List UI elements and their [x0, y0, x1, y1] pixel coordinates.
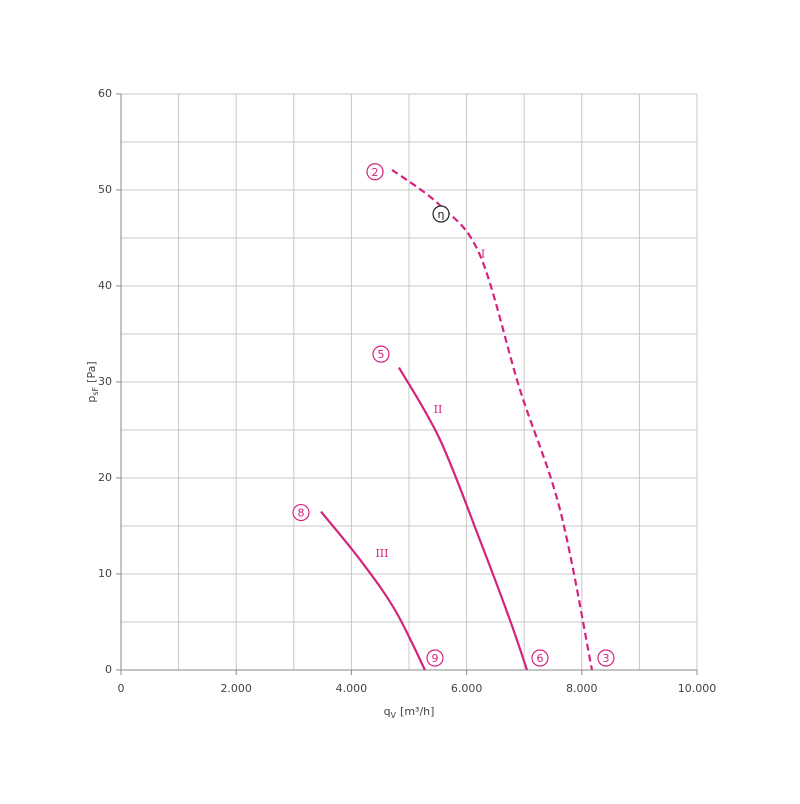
- annotation-circle: [366, 163, 384, 181]
- x-tick-label: 4.000: [336, 682, 368, 695]
- curve: [320, 510, 426, 671]
- annotation-label: 2: [372, 166, 379, 179]
- x-label-unit: [m³/h]: [400, 705, 434, 718]
- y-tick-label: 30: [98, 375, 112, 388]
- annotation-circle: [292, 503, 310, 522]
- y-label-main: p: [85, 396, 98, 403]
- annotation-label: 9: [431, 652, 438, 665]
- series-label: II: [434, 403, 443, 416]
- y-tick-label: 0: [105, 663, 112, 676]
- annotation-label: 6: [536, 652, 543, 665]
- curve: [398, 367, 529, 671]
- annotation-circle: [531, 649, 549, 667]
- annotation-label: η: [438, 208, 445, 221]
- y-tick-label: 10: [98, 567, 112, 580]
- x-tick-label: 10.000: [678, 682, 717, 695]
- x-tick-label: 2.000: [220, 682, 252, 695]
- annotation-label: 8: [298, 507, 305, 520]
- annotation-label: 3: [602, 652, 609, 665]
- annotation-circle: [372, 345, 390, 363]
- annotation-label: 5: [378, 348, 385, 361]
- annotation-circle: [432, 205, 450, 223]
- x-tick-label: 0: [118, 682, 125, 695]
- x-label-sub: V: [391, 711, 397, 720]
- y-tick-label: 20: [98, 471, 112, 484]
- y-tick-label: 60: [98, 87, 112, 100]
- annotation-circle: [597, 649, 615, 667]
- curve: [391, 168, 594, 671]
- y-tick-label: 40: [98, 279, 112, 292]
- y-axis-label: psF [Pa]: [85, 361, 100, 402]
- y-tick-label: 50: [98, 183, 112, 196]
- annotation-circle: [426, 649, 444, 667]
- x-label-main: q: [384, 705, 391, 718]
- x-axis-label: qV [m³/h]: [384, 705, 435, 720]
- y-label-unit: [Pa]: [85, 361, 98, 382]
- series-label: III: [375, 547, 388, 560]
- y-label-sub: sF: [91, 386, 100, 395]
- x-tick-label: 6.000: [451, 682, 483, 695]
- series-label: I: [481, 247, 485, 260]
- x-tick-label: 8.000: [566, 682, 598, 695]
